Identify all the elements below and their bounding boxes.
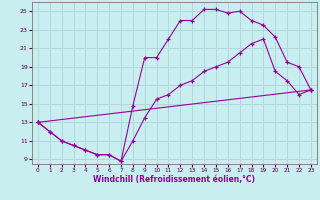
- X-axis label: Windchill (Refroidissement éolien,°C): Windchill (Refroidissement éolien,°C): [93, 175, 255, 184]
